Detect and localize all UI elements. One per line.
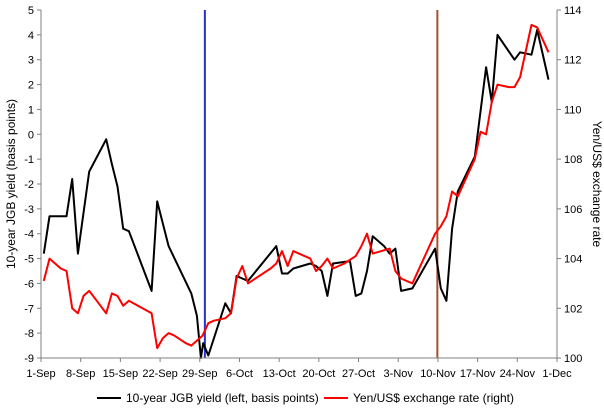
left-tick-label: 2 — [28, 80, 34, 92]
x-tick-label: 1-Sep — [26, 368, 55, 380]
left-tick-label: -9 — [24, 353, 34, 365]
x-tick-label: 27-Oct — [342, 368, 375, 380]
left-tick-label: 3 — [28, 55, 34, 67]
x-tick-label: 24-Nov — [500, 368, 536, 380]
x-tick-label: 22-Sep — [142, 368, 177, 380]
x-tick-label: 15-Sep — [103, 368, 138, 380]
right-tick-label: 102 — [564, 303, 582, 315]
x-tick-label: 20-Oct — [302, 368, 335, 380]
left-tick-label: -1 — [24, 154, 34, 166]
legend: 10-year JGB yield (left, basis points) Y… — [97, 391, 514, 405]
x-tick-label: 8-Sep — [66, 368, 95, 380]
right-axis-title: Yen/US$ exchange rate — [590, 121, 604, 248]
x-tick-label: 10-Nov — [420, 368, 456, 380]
left-tick-label: -6 — [24, 278, 34, 290]
left-tick-label: -4 — [24, 229, 34, 241]
legend-label-yen: Yen/US$ exchange rate (right) — [353, 391, 514, 405]
left-tick-label: 5 — [28, 5, 34, 17]
right-tick-label: 110 — [564, 104, 582, 116]
right-tick-label: 104 — [564, 254, 582, 266]
left-axis-title: 10-year JGB yield (basis points) — [4, 99, 18, 269]
right-tick-label: 112 — [564, 55, 582, 67]
event-lines — [203, 10, 439, 358]
legend-label-jgb: 10-year JGB yield (left, basis points) — [126, 391, 319, 405]
right-tick-label: 114 — [564, 5, 582, 17]
x-tick-label: 3-Nov — [384, 368, 414, 380]
left-tick-label: -7 — [24, 303, 34, 315]
left-tick-label: 1 — [28, 104, 34, 116]
left-tick-label: 0 — [28, 129, 34, 141]
left-tick-label: -8 — [24, 328, 34, 340]
x-axis-ticks: 1-Sep 8-Sep 15-Sep 22-Sep 29-Sep 6-Oct 13-Oct 2… — [26, 358, 572, 380]
left-axis-ticks: 5 4 3 2 1 0 -1 -2 -3 -4 -5 -6 -7 -8 -9 — [24, 5, 41, 365]
right-tick-label: 108 — [564, 154, 582, 166]
x-tick-label: 17-Nov — [460, 368, 496, 380]
left-tick-label: -5 — [24, 254, 34, 266]
right-axis-ticks: 114 112 110 108 106 104 102 100 — [557, 5, 582, 365]
series-line-jgb-yield — [42, 28, 550, 359]
x-tick-label: 13-Oct — [263, 368, 296, 380]
x-tick-label: 6-Oct — [226, 368, 253, 380]
series-line-yen-rate — [42, 23, 550, 350]
left-tick-label: -3 — [24, 204, 34, 216]
left-tick-label: -2 — [24, 179, 34, 191]
right-tick-label: 106 — [564, 204, 582, 216]
x-tick-label: 1-Dec — [542, 368, 572, 380]
left-tick-label: 4 — [28, 30, 34, 42]
right-tick-label: 100 — [564, 353, 582, 365]
series-lines — [42, 23, 550, 359]
x-tick-label: 29-Sep — [182, 368, 217, 380]
